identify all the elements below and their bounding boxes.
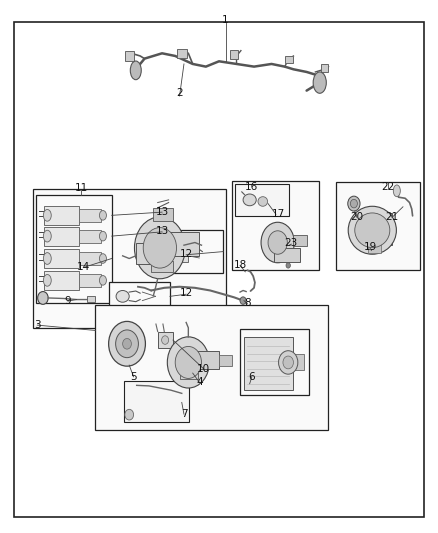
Text: 13: 13	[155, 227, 169, 236]
Ellipse shape	[99, 231, 106, 241]
Ellipse shape	[131, 61, 141, 80]
Text: 10: 10	[197, 364, 210, 374]
Text: 16: 16	[245, 182, 258, 191]
Ellipse shape	[99, 254, 106, 263]
Circle shape	[123, 338, 131, 349]
Circle shape	[283, 356, 293, 369]
Bar	[368, 243, 381, 253]
Ellipse shape	[313, 72, 326, 93]
Circle shape	[134, 217, 185, 279]
Ellipse shape	[355, 213, 390, 248]
Bar	[232, 181, 319, 270]
Text: 1: 1	[222, 15, 229, 25]
Circle shape	[348, 196, 360, 211]
Bar	[151, 261, 173, 272]
Text: 3: 3	[34, 320, 41, 330]
Bar	[240, 329, 309, 395]
Ellipse shape	[393, 185, 400, 197]
Text: 23: 23	[285, 238, 298, 247]
Bar	[136, 243, 151, 264]
Circle shape	[162, 336, 169, 344]
Text: 4: 4	[196, 377, 203, 387]
Circle shape	[125, 409, 134, 420]
Text: 12: 12	[180, 288, 193, 298]
Circle shape	[116, 330, 138, 358]
Ellipse shape	[258, 197, 268, 206]
Ellipse shape	[43, 230, 51, 242]
Bar	[79, 274, 101, 287]
Bar	[230, 50, 238, 59]
Bar	[196, 351, 219, 369]
Bar	[125, 51, 134, 61]
Circle shape	[167, 337, 209, 388]
Text: 9: 9	[64, 296, 71, 306]
Ellipse shape	[43, 253, 51, 264]
Bar	[321, 64, 328, 72]
Text: 17: 17	[272, 209, 285, 219]
Text: 8: 8	[244, 298, 251, 308]
Bar	[293, 235, 307, 246]
Bar	[274, 248, 300, 262]
Bar	[79, 252, 101, 265]
Ellipse shape	[99, 276, 106, 285]
Bar	[166, 230, 223, 273]
Bar	[170, 232, 199, 256]
Bar	[153, 208, 173, 221]
Bar	[79, 230, 101, 243]
Ellipse shape	[43, 209, 51, 221]
Bar	[95, 305, 328, 430]
Bar	[219, 355, 232, 366]
Bar	[336, 182, 420, 270]
Ellipse shape	[116, 290, 129, 302]
Bar	[109, 282, 170, 310]
Text: 21: 21	[385, 212, 399, 222]
Text: 11: 11	[74, 183, 88, 192]
Circle shape	[38, 292, 48, 304]
Bar	[33, 189, 226, 328]
Text: 5: 5	[130, 372, 137, 382]
Bar	[36, 195, 112, 303]
Bar	[180, 368, 198, 379]
Text: 7: 7	[180, 409, 187, 419]
Bar	[44, 249, 79, 268]
Bar	[44, 227, 79, 246]
Bar	[354, 213, 392, 245]
Ellipse shape	[43, 274, 51, 286]
Bar	[293, 354, 304, 370]
Text: 2: 2	[176, 88, 183, 98]
Circle shape	[175, 346, 201, 378]
Circle shape	[143, 228, 177, 268]
Text: 13: 13	[155, 207, 169, 217]
Text: 18: 18	[233, 260, 247, 270]
Bar	[285, 56, 293, 63]
Bar	[158, 332, 173, 348]
Text: 14: 14	[77, 262, 90, 271]
Bar	[244, 337, 293, 390]
Circle shape	[240, 297, 246, 304]
Ellipse shape	[243, 194, 256, 206]
Circle shape	[268, 231, 287, 254]
Bar	[124, 381, 189, 422]
Bar	[173, 241, 188, 262]
Text: 20: 20	[350, 212, 364, 222]
Ellipse shape	[99, 211, 106, 220]
Bar	[87, 296, 95, 302]
Bar	[79, 209, 101, 222]
Circle shape	[279, 351, 298, 374]
Circle shape	[350, 199, 357, 208]
Ellipse shape	[348, 206, 396, 254]
Circle shape	[286, 263, 290, 268]
Circle shape	[109, 321, 145, 366]
Text: 22: 22	[381, 182, 394, 191]
Bar	[44, 206, 79, 225]
Text: 19: 19	[364, 243, 377, 252]
Bar	[235, 184, 289, 216]
Text: 6: 6	[248, 372, 255, 382]
Text: 12: 12	[180, 249, 193, 259]
Circle shape	[261, 222, 294, 263]
Bar	[44, 271, 79, 290]
Bar	[177, 49, 187, 58]
